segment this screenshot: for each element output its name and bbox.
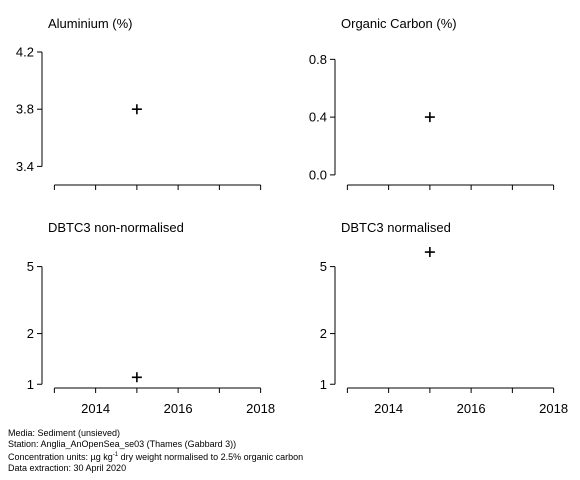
x-tick-label: 2018: [246, 401, 275, 416]
y-tick-label: 0.4: [309, 110, 327, 125]
data-point: [424, 247, 435, 258]
x-tick-label: 2014: [81, 401, 110, 416]
y-tick-label: 5: [320, 259, 327, 274]
footer-notes: Media: Sediment (unsieved) Station: Angl…: [8, 428, 303, 474]
panel-2: Organic Carbon (%) 0.8 0.4 0.0: [309, 16, 555, 190]
footer-units: Concentration units: µg kg-1 dry weight …: [8, 450, 303, 463]
y-tick-label: 0.8: [309, 52, 327, 67]
y-tick-label: 1: [27, 377, 34, 392]
x-tick-label: 2014: [374, 401, 403, 416]
y-tick-label: 4.2: [16, 45, 34, 60]
y-tick-label: 2: [27, 326, 34, 341]
y-tick-label: 3.4: [16, 159, 34, 174]
footer-extraction: Data extraction: 30 April 2020: [8, 463, 127, 473]
y-tick-label: 5: [27, 259, 34, 274]
footer-units-suffix: dry weight normalised to 2.5% organic ca…: [118, 452, 304, 462]
footer-units-prefix: Concentration units: µg kg: [8, 452, 113, 462]
panel-title: DBTC3 non-normalised: [48, 220, 184, 235]
panel-title: Aluminium (%): [48, 16, 133, 31]
x-tick-label: 2018: [539, 401, 568, 416]
y-tick-label: 2: [320, 326, 327, 341]
panel-1: Aluminium (%) 4.2 3.8 3.4: [16, 16, 262, 190]
y-tick-label: 1: [320, 377, 327, 392]
panel-title: Organic Carbon (%): [341, 16, 457, 31]
footer-units-sup: -1: [112, 452, 119, 458]
footer-station: Station: Anglia_AnOpenSea_se03 (Thames (…: [8, 439, 237, 449]
panel-4: DBTC3 normalised 5 2 1 2014 2016 2018: [320, 220, 568, 416]
y-tick-label: 0.0: [309, 167, 327, 182]
panel-title: DBTC3 normalised: [341, 220, 451, 235]
x-tick-label: 2016: [457, 401, 486, 416]
panel-3: DBTC3 non-normalised 5 2 1 2014 2016 2018: [27, 220, 275, 416]
data-point: [131, 372, 142, 383]
footer-media: Media: Sediment (unsieved): [8, 428, 121, 438]
data-point: [424, 112, 435, 123]
data-point: [131, 104, 142, 115]
x-tick-label: 2016: [164, 401, 193, 416]
y-tick-label: 3.8: [16, 102, 34, 117]
